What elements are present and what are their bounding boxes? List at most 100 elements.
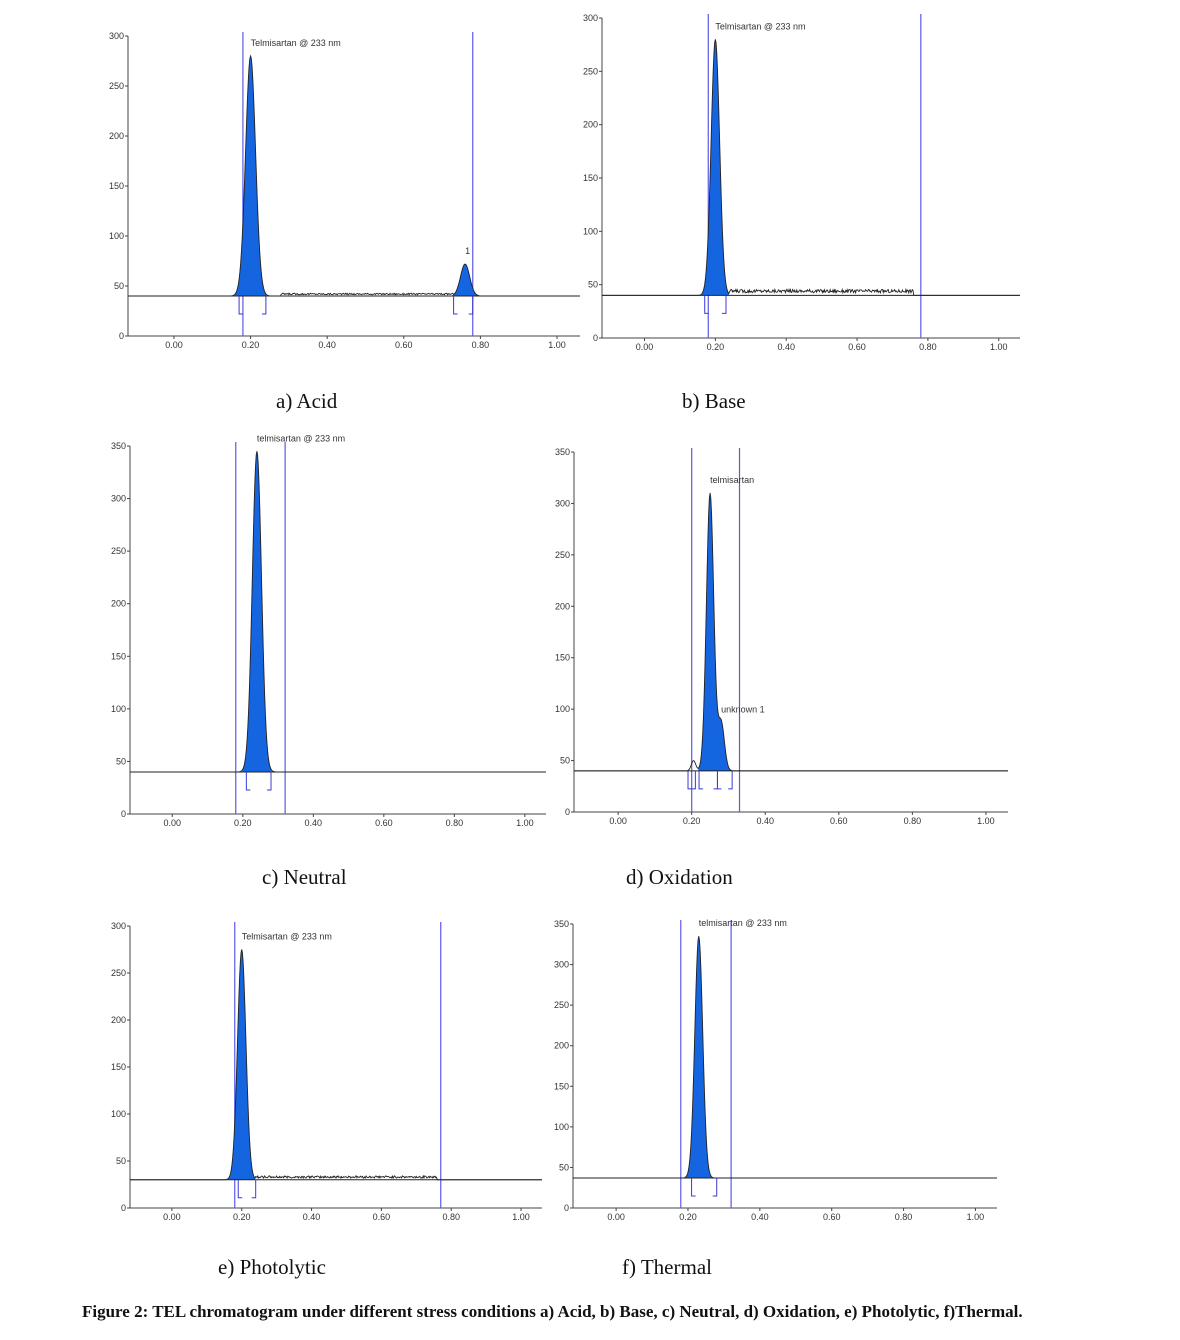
x-tick-label: 0.40 — [777, 342, 795, 352]
trace — [128, 54, 580, 297]
peak-label: Telmisartan @ 233 nm — [251, 38, 341, 48]
trace — [130, 451, 546, 773]
x-tick-label: 0.40 — [318, 340, 336, 350]
x-tick-label: 0.60 — [848, 342, 866, 352]
x-tick-label: 1.00 — [977, 816, 995, 826]
y-tick-label: 50 — [560, 756, 570, 766]
peak-label: Telmisartan @ 233 nm — [715, 21, 805, 31]
peak-bracket-start — [691, 1177, 696, 1197]
x-tick-label: 1.00 — [967, 1212, 985, 1222]
y-tick-label: 300 — [109, 31, 124, 41]
y-tick-label: 300 — [555, 498, 570, 508]
x-tick-label: 0.20 — [233, 1212, 251, 1222]
y-tick-label: 300 — [554, 960, 569, 970]
chart-svg-photolytic: 0 50 100 150 200 250 300 0.00 0.20 0.40 0.60 0.80 1.… — [111, 921, 542, 1222]
chromatogram-thermal: 0 50 100 150 200 250 300 350 0.00 0.20 0.40 0.60 0.8… — [554, 918, 997, 1222]
x-tick-label: 0.00 — [607, 1212, 625, 1222]
x-tick-label: 0.00 — [636, 342, 654, 352]
caption-acid: a) Acid — [276, 389, 338, 413]
x-tick-label: 0.60 — [830, 816, 848, 826]
y-tick-label: 350 — [111, 441, 126, 451]
x-tick-label: 0.40 — [756, 816, 774, 826]
y-tick-label: 150 — [109, 181, 124, 191]
y-tick-label: 100 — [111, 1109, 126, 1119]
figure-caption: Figure 2: TEL chromatogram under differe… — [82, 1302, 1023, 1321]
y-tick-label: 100 — [111, 704, 126, 714]
chart-svg-neutral: 0 50 100 150 200 250 300 350 0.00 0.20 0.40 0.60 0.8… — [111, 433, 546, 828]
peak-bracket-end — [691, 770, 696, 790]
peak-area — [242, 451, 272, 772]
y-tick-label: 200 — [111, 1015, 126, 1025]
x-tick-label: 0.40 — [751, 1212, 769, 1222]
x-tick-label: 0.20 — [679, 1212, 697, 1222]
x-tick-label: 0.40 — [303, 1212, 321, 1222]
chromatogram-photolytic: 0 50 100 150 200 250 300 0.00 0.20 0.40 0.60 0.80 1.… — [111, 920, 542, 1222]
peak-area — [228, 949, 256, 1180]
caption-neutral: c) Neutral — [262, 865, 347, 889]
trace — [130, 949, 542, 1181]
caption-thermal: f) Thermal — [622, 1255, 712, 1279]
y-tick-label: 250 — [583, 66, 598, 76]
y-tick-label: 250 — [111, 968, 126, 978]
peak-area — [701, 39, 729, 296]
x-tick-label: 0.00 — [165, 340, 183, 350]
peak-bracket-end — [261, 296, 267, 315]
y-tick-label: 50 — [114, 281, 124, 291]
peak-bracket-end — [728, 770, 733, 790]
peak-bracket-start — [716, 770, 722, 790]
x-tick-label: 0.60 — [823, 1212, 841, 1222]
y-tick-label: 0 — [121, 809, 126, 819]
x-tick-label: 0.80 — [442, 1212, 460, 1222]
y-tick-label: 50 — [559, 1162, 569, 1172]
x-tick-label: 1.00 — [512, 1212, 530, 1222]
chromatogram-base: 0 50 100 150 200 250 300 0.00 0.20 0.40 0.60 0.80 1.… — [583, 12, 1020, 352]
x-tick-label: 0.00 — [609, 816, 627, 826]
peak-bracket-start — [704, 295, 709, 314]
x-tick-label: 0.80 — [904, 816, 922, 826]
peak-bracket-start — [245, 771, 251, 791]
x-tick-label: 0.80 — [472, 340, 490, 350]
y-tick-label: 300 — [583, 13, 598, 23]
x-tick-label: 1.00 — [990, 342, 1008, 352]
peak-bracket-start — [238, 296, 244, 315]
x-tick-label: 0.20 — [683, 816, 701, 826]
x-tick-label: 0.80 — [919, 342, 937, 352]
peak-bracket-end — [267, 771, 272, 791]
peak-bracket-end — [712, 1177, 718, 1197]
y-tick-label: 100 — [555, 704, 570, 714]
x-tick-label: 0.20 — [707, 342, 725, 352]
y-tick-label: 200 — [111, 599, 126, 609]
y-tick-label: 50 — [588, 280, 598, 290]
y-tick-label: 200 — [109, 131, 124, 141]
chart-svg-acid: 0 50 100 150 200 250 300 0.00 0.20 0.40 0.60 0.80 1.… — [109, 31, 580, 350]
y-tick-label: 0 — [564, 1203, 569, 1213]
peak-bracket-start — [237, 1179, 243, 1199]
y-tick-label: 0 — [121, 1203, 126, 1213]
y-tick-label: 300 — [111, 921, 126, 931]
peak-bracket-start — [698, 770, 704, 790]
peak-label: telmisartan — [710, 475, 754, 485]
peak-label: telmisartan @ 233 nm — [257, 433, 345, 443]
y-tick-label: 200 — [583, 120, 598, 130]
y-tick-label: 350 — [554, 919, 569, 929]
peak-label: 1 — [465, 246, 470, 256]
y-tick-label: 200 — [555, 601, 570, 611]
peak-bracket-end — [721, 295, 727, 314]
peak-area — [450, 264, 480, 296]
chromatogram-oxidation: 0 50 100 150 200 250 300 350 0.00 0.20 0.40 0.60 0.8… — [555, 446, 1008, 826]
x-tick-label: 0.80 — [446, 818, 464, 828]
x-tick-label: 0.60 — [373, 1212, 391, 1222]
y-tick-label: 150 — [555, 653, 570, 663]
x-tick-label: 1.00 — [548, 340, 566, 350]
peak-bracket-start — [687, 770, 693, 790]
y-tick-label: 50 — [116, 1156, 126, 1166]
y-tick-label: 200 — [554, 1041, 569, 1051]
peak-bracket-end — [251, 1179, 257, 1199]
peak-label: unknown 1 — [721, 705, 765, 715]
chart-svg-oxidation: 0 50 100 150 200 250 300 350 0.00 0.20 0.40 0.60 0.8… — [555, 447, 1008, 826]
caption-photolytic: e) Photolytic — [218, 1255, 326, 1279]
y-tick-label: 150 — [554, 1081, 569, 1091]
y-tick-label: 100 — [583, 226, 598, 236]
y-tick-label: 150 — [111, 1062, 126, 1072]
y-tick-label: 250 — [555, 550, 570, 560]
